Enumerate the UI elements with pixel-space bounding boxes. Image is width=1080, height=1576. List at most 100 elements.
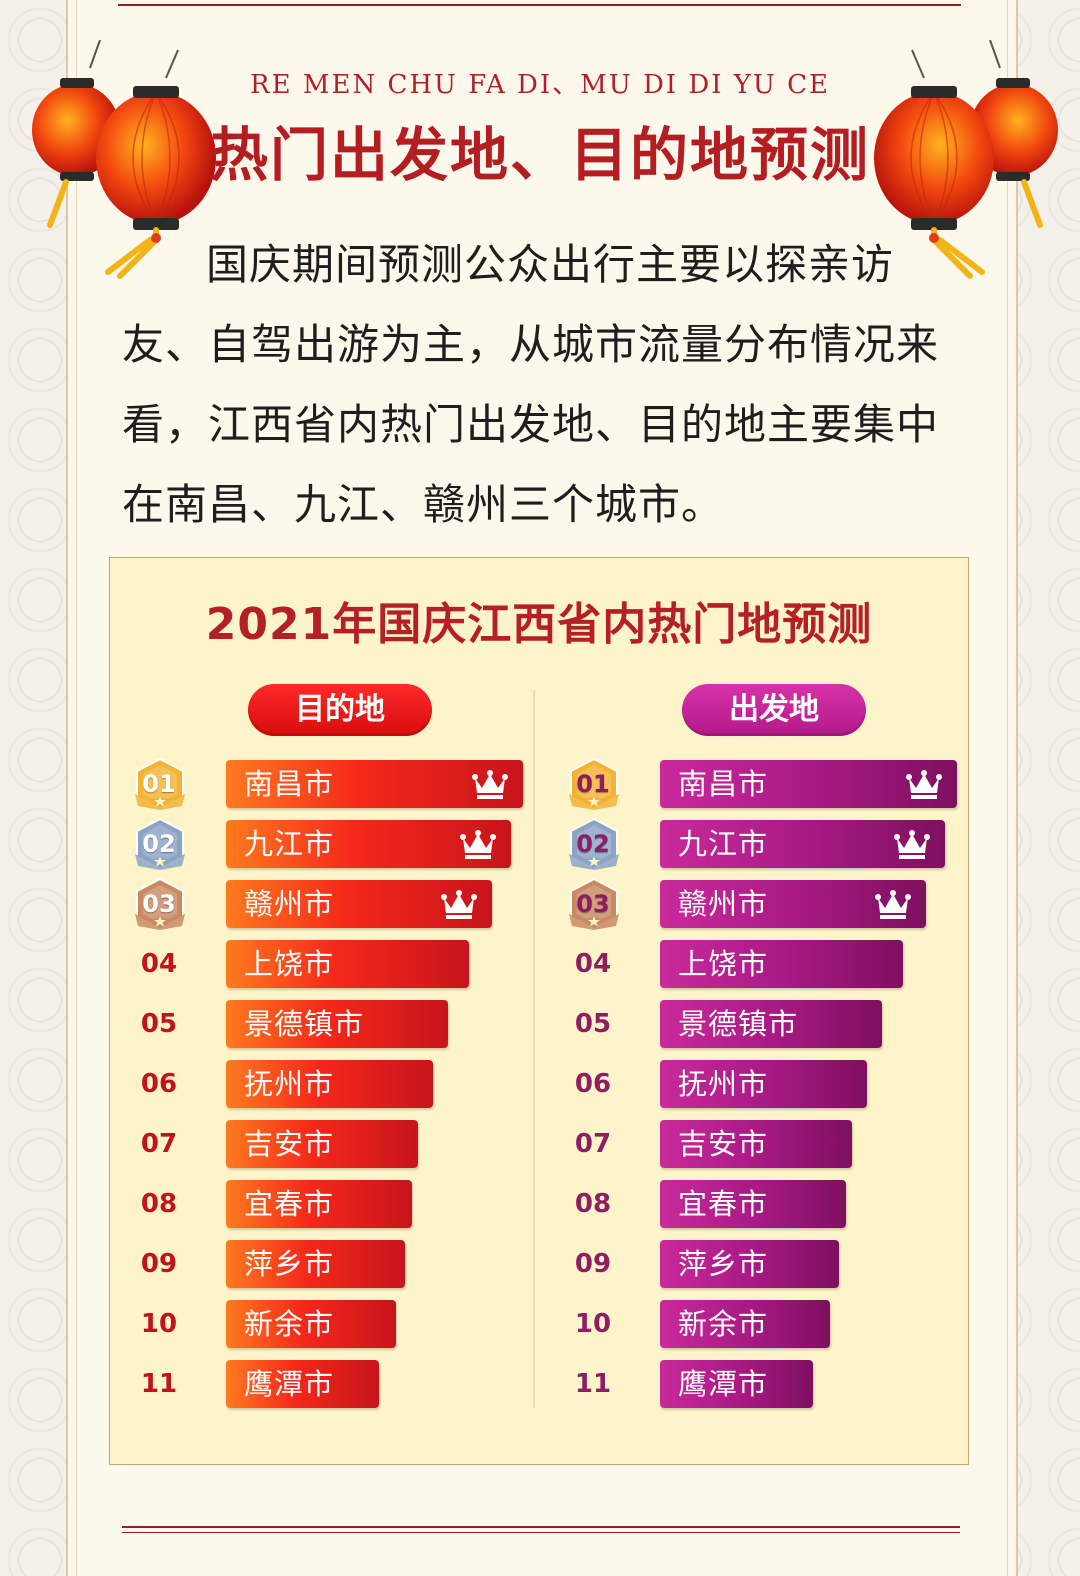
city-label: 抚州市 (678, 1067, 769, 1101)
ranking-row: 06 抚州市 (132, 1060, 532, 1108)
column-divider (533, 690, 535, 1408)
ranking-row: 10 新余市 (566, 1300, 966, 1348)
lantern-right-icon (874, 40, 1058, 279)
english-subtitle: RE MEN CHU FA DI、MU DI DI YU CE (250, 70, 830, 100)
city-label: 萍乡市 (678, 1247, 769, 1281)
city-label: 景德镇市 (244, 1007, 365, 1041)
ranking-row: 03 赣州市 (566, 877, 966, 931)
ranking-bar: 萍乡市 (226, 1240, 405, 1288)
city-label: 新余市 (244, 1307, 335, 1341)
city-label: 上饶市 (244, 947, 335, 981)
city-label: 萍乡市 (244, 1247, 335, 1281)
city-label: 新余市 (678, 1307, 769, 1341)
city-label: 上饶市 (678, 947, 769, 981)
rank-number: 10 (574, 1309, 612, 1339)
ranking-bar: 九江市 (660, 820, 945, 868)
city-label: 景德镇市 (678, 1007, 799, 1041)
ranking-bar: 吉安市 (660, 1120, 852, 1168)
rank-number: 05 (140, 1009, 178, 1039)
ranking-bar: 萍乡市 (660, 1240, 839, 1288)
rank-number: 04 (574, 949, 612, 979)
ranking-bar: 抚州市 (660, 1060, 867, 1108)
page-title: 热门出发地、目的地预测 (209, 121, 870, 189)
ranking-bar: 上饶市 (226, 940, 469, 988)
crown-icon (875, 890, 911, 919)
city-label: 赣州市 (244, 887, 335, 921)
city-label: 南昌市 (244, 767, 335, 801)
ranking-bar: 赣州市 (226, 880, 492, 928)
rank-number: 02 (142, 830, 176, 858)
ranking-row: 03 赣州市 (132, 877, 532, 931)
rank-number: 06 (140, 1069, 178, 1099)
city-label: 宜春市 (244, 1187, 335, 1221)
lantern-left-icon (32, 40, 216, 279)
city-label: 鹰潭市 (678, 1367, 769, 1401)
rank-medal-icon: 03 (132, 876, 188, 932)
rank-number: 06 (574, 1069, 612, 1099)
crown-icon (894, 830, 930, 859)
destination-heading: 目的地 (248, 684, 432, 736)
city-label: 吉安市 (244, 1127, 335, 1161)
ranking-bar: 上饶市 (660, 940, 903, 988)
bottom-divider (122, 1526, 960, 1528)
ranking-row: 11 鹰潭市 (132, 1360, 532, 1408)
ranking-bar: 南昌市 (660, 760, 957, 808)
rank-number: 07 (140, 1129, 178, 1159)
crown-icon (472, 770, 508, 799)
ranking-bar: 赣州市 (660, 880, 926, 928)
ranking-bar: 景德镇市 (660, 1000, 882, 1048)
ranking-bar: 宜春市 (226, 1180, 412, 1228)
rank-number: 07 (574, 1129, 612, 1159)
city-label: 九江市 (244, 827, 335, 861)
rank-number: 09 (574, 1249, 612, 1279)
ranking-row: 09 萍乡市 (566, 1240, 966, 1288)
rank-number: 01 (576, 770, 610, 798)
rank-medal-icon: 03 (566, 876, 622, 932)
city-label: 南昌市 (678, 767, 769, 801)
chart-title: 2021年国庆江西省内热门地预测 (205, 599, 873, 650)
ranking-row: 11 鹰潭市 (566, 1360, 966, 1408)
ranking-bar: 九江市 (226, 820, 511, 868)
ranking-bar: 新余市 (660, 1300, 830, 1348)
ranking-bar: 抚州市 (226, 1060, 433, 1108)
intro-paragraph: 国庆期间预测公众出行主要以探亲访友、自驾出游为主，从城市流量分布情况来看，江西省… (122, 240, 940, 529)
city-label: 抚州市 (244, 1067, 335, 1101)
rank-number: 08 (140, 1189, 178, 1219)
top-divider (118, 0, 961, 6)
chart-panel: 2021年国庆江西省内热门地预测 目的地 出发地 01 南昌市 02 九江市 03 赣州市… (109, 557, 969, 1465)
rank-number: 08 (574, 1189, 612, 1219)
rank-medal-icon: 02 (132, 816, 188, 872)
ranking-row: 04 上饶市 (566, 940, 966, 988)
rank-number: 02 (576, 830, 610, 858)
ranking-row: 07 吉安市 (132, 1120, 532, 1168)
ranking-row: 05 景德镇市 (132, 1000, 532, 1048)
rank-medal-icon: 01 (132, 756, 188, 812)
bottom-divider-thin (122, 1532, 960, 1533)
ranking-row: 06 抚州市 (566, 1060, 966, 1108)
city-label: 赣州市 (678, 887, 769, 921)
ranking-row: 08 宜春市 (132, 1180, 532, 1228)
ranking-row: 09 萍乡市 (132, 1240, 532, 1288)
rank-medal-icon: 01 (566, 756, 622, 812)
ranking-row: 08 宜春市 (566, 1180, 966, 1228)
ranking-bar: 南昌市 (226, 760, 523, 808)
rank-number: 11 (140, 1369, 178, 1399)
city-label: 九江市 (678, 827, 769, 861)
ranking-bar: 新余市 (226, 1300, 396, 1348)
crown-icon (906, 770, 942, 799)
rank-number: 10 (140, 1309, 178, 1339)
ranking-row: 10 新余市 (132, 1300, 532, 1348)
ranking-bar: 鹰潭市 (226, 1360, 379, 1408)
rank-number: 05 (574, 1009, 612, 1039)
ranking-bar: 鹰潭市 (660, 1360, 813, 1408)
rank-medal-icon: 02 (566, 816, 622, 872)
crown-icon (441, 890, 477, 919)
crown-icon (460, 830, 496, 859)
rank-number: 11 (574, 1369, 612, 1399)
ranking-bar: 吉安市 (226, 1120, 418, 1168)
ranking-row: 05 景德镇市 (566, 1000, 966, 1048)
ranking-row: 04 上饶市 (132, 940, 532, 988)
city-label: 宜春市 (678, 1187, 769, 1221)
rank-number: 03 (576, 890, 610, 918)
ranking-bar: 宜春市 (660, 1180, 846, 1228)
